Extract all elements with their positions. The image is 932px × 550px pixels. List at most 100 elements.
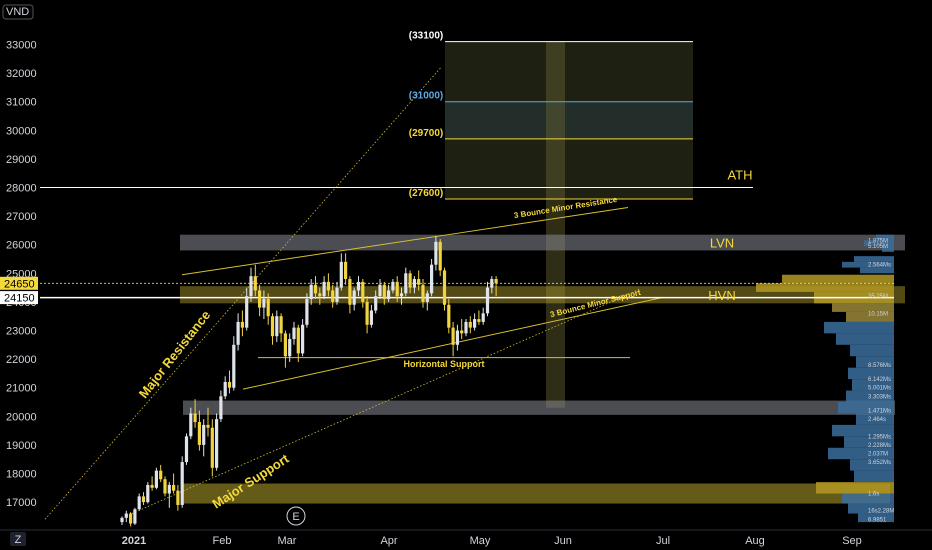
y-tick-label: 26000 (6, 240, 37, 252)
candle (438, 238, 442, 277)
y-tick-label: 30000 (6, 125, 37, 137)
candle (167, 482, 171, 508)
candle-body (331, 290, 335, 302)
volume-profile-bar (832, 424, 894, 437)
candle-body (468, 321, 472, 328)
candle-body (258, 290, 262, 308)
trendline-annotation: Horizontal Support (404, 359, 485, 369)
candle (425, 290, 429, 311)
candle (412, 276, 416, 294)
candle (352, 287, 356, 311)
volume-profile-bar (856, 356, 894, 368)
candle-body (146, 484, 150, 503)
time-axis-bg (0, 530, 932, 550)
candle-body (335, 287, 339, 302)
candle (399, 287, 404, 305)
candle (210, 419, 214, 477)
candle-body (477, 319, 481, 322)
level-label: (31000) (409, 91, 443, 102)
volume-profile-bar (864, 240, 894, 247)
candle (124, 510, 128, 523)
candle-body (485, 287, 490, 314)
x-tick-label: May (470, 535, 491, 547)
x-tick-label: Aug (745, 535, 765, 547)
candle (374, 290, 378, 314)
candle (223, 376, 227, 400)
candle (215, 413, 219, 471)
candle-body (184, 436, 189, 463)
candle-body (387, 290, 391, 300)
channel-top-line (181, 234, 449, 276)
candle-body (352, 290, 356, 305)
candle (477, 310, 481, 325)
volume-profile-bar (842, 261, 894, 268)
candle (266, 293, 270, 325)
volume-profile-bar (850, 459, 894, 471)
candle (154, 467, 158, 490)
candle-body (176, 490, 180, 505)
minor-resistance-line (447, 207, 629, 236)
candle-body (232, 344, 236, 388)
price-tag-label: 24650 (4, 278, 35, 290)
candle (313, 276, 318, 300)
volume-profile-bar (816, 482, 894, 494)
y-tick-label: 33000 (6, 40, 37, 52)
candle-body (348, 279, 352, 305)
currency-box[interactable] (2, 4, 34, 20)
candle (189, 407, 193, 440)
candle-body (356, 281, 361, 291)
candle-body (133, 509, 137, 524)
candle-body (438, 241, 442, 271)
settings-button[interactable] (10, 532, 26, 546)
candle-body (301, 324, 305, 354)
volume-profile-bar (824, 321, 894, 334)
candle (253, 264, 257, 297)
volume-profile-bar (846, 390, 894, 402)
x-tick-label: Jun (554, 535, 572, 547)
volume-profile-bar (876, 234, 894, 241)
price-tag (0, 276, 38, 290)
candle (150, 476, 154, 491)
candle (378, 279, 382, 300)
candle-body (275, 316, 279, 337)
candle (464, 319, 468, 337)
candle (455, 324, 459, 351)
candle-body (378, 284, 382, 297)
candle (369, 304, 373, 328)
earnings-marker-circle[interactable] (286, 506, 306, 526)
candle-body (193, 413, 197, 423)
candle (344, 253, 348, 285)
candle (451, 321, 455, 357)
candle-body (167, 484, 171, 494)
candle (404, 267, 408, 297)
x-tick-label: Mar (278, 535, 297, 547)
candle-body (137, 496, 141, 510)
volume-profile-bar (846, 311, 894, 322)
candle (133, 507, 137, 525)
candle (481, 307, 485, 325)
candle-body (391, 281, 395, 291)
candle (301, 319, 305, 357)
candle (283, 330, 287, 368)
y-tick-label: 23000 (6, 326, 37, 338)
zone-label: LVN (710, 236, 734, 251)
candle (197, 410, 201, 451)
candle (442, 267, 447, 311)
volume-profile-bar (836, 333, 894, 345)
candle-body (395, 281, 399, 297)
volume-profile-label: 2.037M (868, 451, 888, 457)
candle (434, 236, 438, 271)
candle-body (189, 413, 193, 437)
volume-profile-bar (844, 436, 894, 448)
candle (206, 407, 210, 437)
candle (468, 316, 472, 334)
volume-profile-label: 1.471Ms (868, 409, 891, 415)
candle (417, 270, 421, 291)
level-label: (27600) (409, 188, 443, 199)
candle (249, 267, 253, 302)
candle-body (309, 284, 313, 300)
volume-profile-label: 1.295Ms (868, 434, 891, 440)
candle-body (382, 284, 386, 300)
candle-body (206, 424, 210, 428)
